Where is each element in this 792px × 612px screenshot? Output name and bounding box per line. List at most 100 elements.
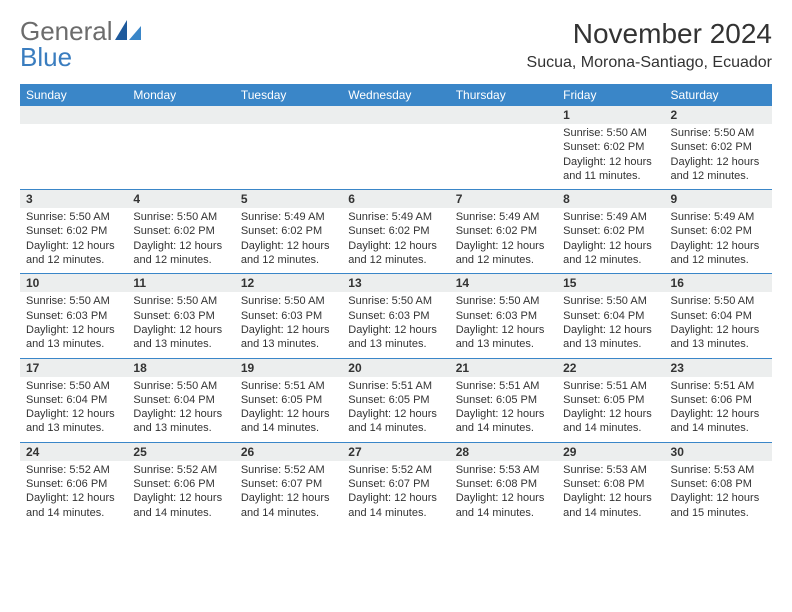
day-cell-body: Sunrise: 5:53 AMSunset: 6:08 PMDaylight:… <box>450 461 557 526</box>
sunset-text: Sunset: 6:04 PM <box>563 309 658 323</box>
weekday-header: Monday <box>127 84 234 106</box>
day-cell-body: Sunrise: 5:50 AMSunset: 6:03 PMDaylight:… <box>235 292 342 357</box>
week-body-row: Sunrise: 5:52 AMSunset: 6:06 PMDaylight:… <box>20 461 772 526</box>
day-number-cell: 4 <box>127 190 234 209</box>
sunset-text: Sunset: 6:02 PM <box>241 224 336 238</box>
day-cell-body: Sunrise: 5:49 AMSunset: 6:02 PMDaylight:… <box>450 208 557 273</box>
day-number-cell: 30 <box>665 442 772 461</box>
sunset-text: Sunset: 6:02 PM <box>133 224 228 238</box>
day1-text: Daylight: 12 hours <box>348 491 443 505</box>
day1-text: Daylight: 12 hours <box>671 407 766 421</box>
sunrise-text: Sunrise: 5:50 AM <box>563 294 658 308</box>
day2-text: and 12 minutes. <box>671 169 766 183</box>
day1-text: Daylight: 12 hours <box>671 323 766 337</box>
day1-text: Daylight: 12 hours <box>26 239 121 253</box>
brand-text-2: Blue <box>20 42 72 72</box>
sunset-text: Sunset: 6:05 PM <box>348 393 443 407</box>
day-number-cell <box>127 106 234 124</box>
sunset-text: Sunset: 6:04 PM <box>671 309 766 323</box>
sunset-text: Sunset: 6:03 PM <box>348 309 443 323</box>
sunset-text: Sunset: 6:05 PM <box>241 393 336 407</box>
weekday-header: Friday <box>557 84 664 106</box>
day-number-row: 12 <box>20 106 772 124</box>
sunrise-text: Sunrise: 5:51 AM <box>563 379 658 393</box>
day1-text: Daylight: 12 hours <box>133 239 228 253</box>
day-cell: Sunrise: 5:51 AMSunset: 6:06 PMDaylight:… <box>665 377 772 443</box>
sunset-text: Sunset: 6:04 PM <box>133 393 228 407</box>
day-number-cell: 9 <box>665 190 772 209</box>
sunset-text: Sunset: 6:07 PM <box>348 477 443 491</box>
sunset-text: Sunset: 6:08 PM <box>671 477 766 491</box>
day-number-cell: 3 <box>20 190 127 209</box>
sunrise-text: Sunrise: 5:51 AM <box>671 379 766 393</box>
day-cell-body: Sunrise: 5:53 AMSunset: 6:08 PMDaylight:… <box>665 461 772 526</box>
sunrise-text: Sunrise: 5:52 AM <box>348 463 443 477</box>
day1-text: Daylight: 12 hours <box>26 323 121 337</box>
day1-text: Daylight: 12 hours <box>348 323 443 337</box>
day-cell: Sunrise: 5:50 AMSunset: 6:02 PMDaylight:… <box>20 208 127 274</box>
day-cell-body: Sunrise: 5:50 AMSunset: 6:04 PMDaylight:… <box>127 377 234 442</box>
sunrise-text: Sunrise: 5:50 AM <box>671 294 766 308</box>
day2-text: and 12 minutes. <box>456 253 551 267</box>
day-number-cell <box>342 106 449 124</box>
day-number-cell: 28 <box>450 442 557 461</box>
sunrise-text: Sunrise: 5:50 AM <box>133 210 228 224</box>
day-cell: Sunrise: 5:49 AMSunset: 6:02 PMDaylight:… <box>665 208 772 274</box>
sunset-text: Sunset: 6:05 PM <box>563 393 658 407</box>
day-cell <box>450 124 557 190</box>
sunset-text: Sunset: 6:02 PM <box>348 224 443 238</box>
weekday-header: Saturday <box>665 84 772 106</box>
weekday-header-row: SundayMondayTuesdayWednesdayThursdayFrid… <box>20 84 772 106</box>
day1-text: Daylight: 12 hours <box>671 155 766 169</box>
day-number-cell: 6 <box>342 190 449 209</box>
day-cell-body: Sunrise: 5:51 AMSunset: 6:05 PMDaylight:… <box>342 377 449 442</box>
day-cell-body: Sunrise: 5:52 AMSunset: 6:07 PMDaylight:… <box>235 461 342 526</box>
week-body-row: Sunrise: 5:50 AMSunset: 6:04 PMDaylight:… <box>20 377 772 443</box>
sunset-text: Sunset: 6:04 PM <box>26 393 121 407</box>
day2-text: and 12 minutes. <box>671 253 766 267</box>
sunset-text: Sunset: 6:03 PM <box>241 309 336 323</box>
day-number-cell: 27 <box>342 442 449 461</box>
sunset-text: Sunset: 6:03 PM <box>456 309 551 323</box>
title-block: November 2024 Sucua, Morona-Santiago, Ec… <box>527 18 772 72</box>
day-cell: Sunrise: 5:53 AMSunset: 6:08 PMDaylight:… <box>665 461 772 526</box>
sunrise-text: Sunrise: 5:50 AM <box>348 294 443 308</box>
brand-sail-icon <box>115 18 141 44</box>
day-number-cell <box>20 106 127 124</box>
day-cell: Sunrise: 5:51 AMSunset: 6:05 PMDaylight:… <box>235 377 342 443</box>
sunrise-text: Sunrise: 5:51 AM <box>348 379 443 393</box>
day-cell-body: Sunrise: 5:50 AMSunset: 6:03 PMDaylight:… <box>342 292 449 357</box>
day-cell <box>235 124 342 190</box>
day1-text: Daylight: 12 hours <box>133 323 228 337</box>
day1-text: Daylight: 12 hours <box>456 323 551 337</box>
sunset-text: Sunset: 6:02 PM <box>671 224 766 238</box>
day2-text: and 14 minutes. <box>671 421 766 435</box>
day2-text: and 11 minutes. <box>563 169 658 183</box>
day-number-cell: 12 <box>235 274 342 293</box>
day-cell-body: Sunrise: 5:50 AMSunset: 6:04 PMDaylight:… <box>20 377 127 442</box>
day2-text: and 13 minutes. <box>26 421 121 435</box>
sunset-text: Sunset: 6:02 PM <box>456 224 551 238</box>
sunset-text: Sunset: 6:05 PM <box>456 393 551 407</box>
day2-text: and 12 minutes. <box>563 253 658 267</box>
day1-text: Daylight: 12 hours <box>241 491 336 505</box>
day-cell-body: Sunrise: 5:50 AMSunset: 6:02 PMDaylight:… <box>20 208 127 273</box>
day2-text: and 13 minutes. <box>241 337 336 351</box>
day-number-row: 17181920212223 <box>20 358 772 377</box>
day1-text: Daylight: 12 hours <box>456 239 551 253</box>
day1-text: Daylight: 12 hours <box>456 491 551 505</box>
sunset-text: Sunset: 6:08 PM <box>456 477 551 491</box>
day-number-cell: 10 <box>20 274 127 293</box>
day-number-cell: 25 <box>127 442 234 461</box>
sunset-text: Sunset: 6:08 PM <box>563 477 658 491</box>
day-cell: Sunrise: 5:50 AMSunset: 6:03 PMDaylight:… <box>342 292 449 358</box>
day-cell: Sunrise: 5:50 AMSunset: 6:04 PMDaylight:… <box>665 292 772 358</box>
day-number-cell: 17 <box>20 358 127 377</box>
day-number-cell: 26 <box>235 442 342 461</box>
day-cell-body: Sunrise: 5:52 AMSunset: 6:06 PMDaylight:… <box>127 461 234 526</box>
day2-text: and 13 minutes. <box>671 337 766 351</box>
sunset-text: Sunset: 6:02 PM <box>563 140 658 154</box>
day1-text: Daylight: 12 hours <box>348 407 443 421</box>
day2-text: and 15 minutes. <box>671 506 766 520</box>
sunrise-text: Sunrise: 5:50 AM <box>26 294 121 308</box>
